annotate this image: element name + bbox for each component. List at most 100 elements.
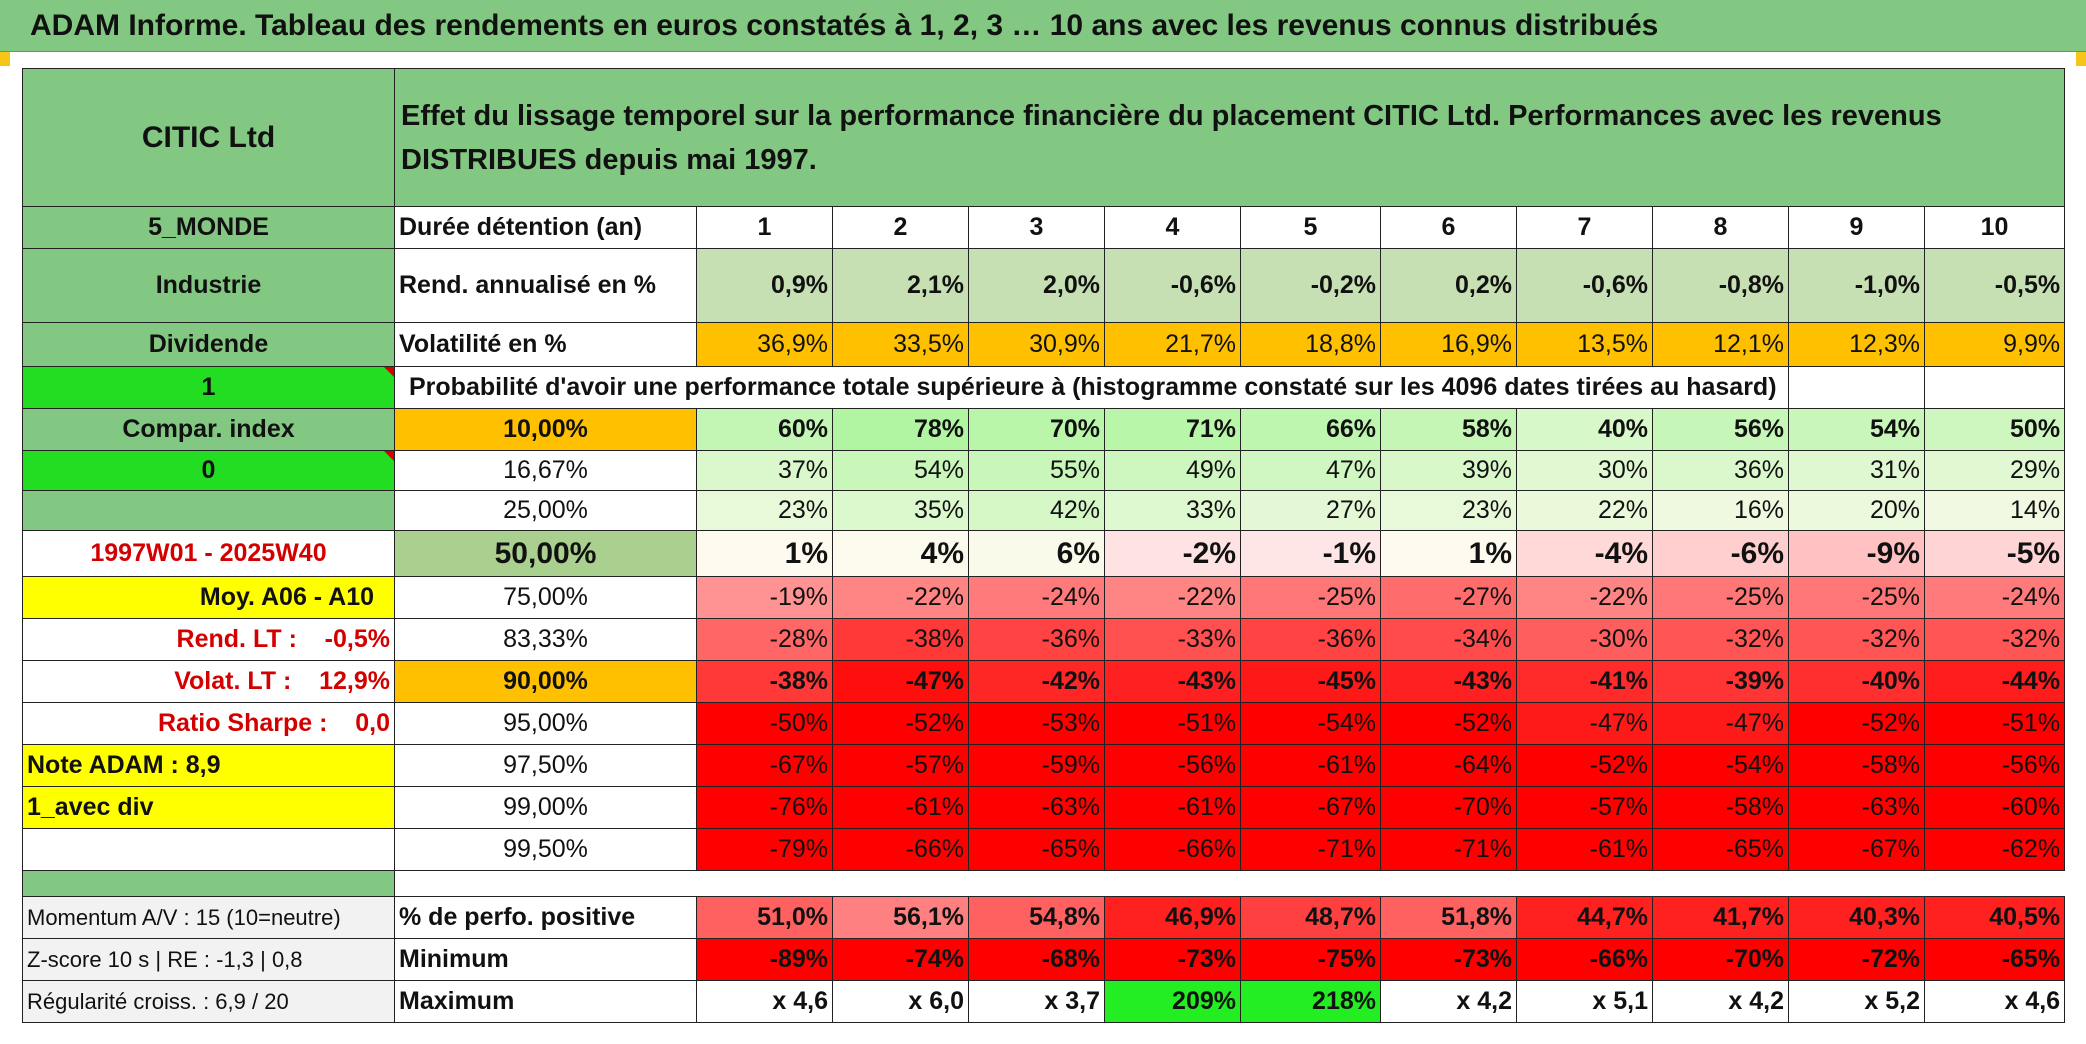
positive-value: 54,8% [968, 896, 1105, 939]
percentile-value: -52% [832, 702, 969, 745]
period-label: 1997W01 - 2025W40 [22, 530, 395, 577]
percentile-value: -57% [832, 744, 969, 787]
percentile-row: Volat. LT : 12,9% 90,00% -38% -47% -42% -43% -… [22, 660, 2066, 703]
percentile-value: 23% [1380, 490, 1517, 531]
spacer-cell [1789, 871, 1925, 897]
percentile-value: 37% [696, 450, 833, 491]
percentile-value: -67% [1788, 828, 1925, 871]
percentile-row: 1_avec div 99,00% -76% -61% -63% -61% -67% -70%… [22, 786, 2066, 829]
moy-label: Moy. A06 - A10 [22, 576, 395, 619]
percentile-value: -70% [1380, 786, 1517, 829]
spacer-cell [395, 871, 697, 897]
volat-lt-label: Volat. LT : 12,9% [22, 660, 395, 703]
percentile-value: -4% [1516, 530, 1653, 577]
maximum-value: x 4,2 [1652, 980, 1789, 1023]
percentile-value: -38% [832, 618, 969, 661]
empty-cell [1923, 366, 2066, 409]
stat-label: Z-score 10 s | RE : -1,3 | 0,8 [22, 938, 395, 981]
percentile-value: 50% [1923, 408, 2066, 451]
year-header: 4 [1104, 206, 1241, 249]
asset-name: CITIC Ltd [22, 68, 395, 207]
percentile-value: 71% [1104, 408, 1241, 451]
percentile-row: Moy. A06 - A10 75,00% -19% -22% -24% -22% -25%… [22, 576, 2066, 619]
spacer-cell [1517, 871, 1653, 897]
percentile-value: -43% [1380, 660, 1517, 703]
percentile-row: Ratio Sharpe : 0,0 95,00% -50% -52% -53% -51%… [22, 702, 2066, 745]
percentile-value: -60% [1923, 786, 2066, 829]
percentile-label: 95,00% [394, 702, 697, 745]
percentile-value: -24% [1923, 576, 2066, 619]
percentile-value: -36% [968, 618, 1105, 661]
percentile-row: Rend. LT : -0,5% 83,33% -28% -38% -36% -33% -3… [22, 618, 2066, 661]
maximum-value: x 3,7 [968, 980, 1105, 1023]
percentile-value: 31% [1788, 450, 1925, 491]
vol-value: 12,1% [1652, 322, 1789, 367]
percentile-value: -71% [1240, 828, 1381, 871]
vol-value: 9,9% [1923, 322, 2066, 367]
rend-value: -0,6% [1516, 248, 1653, 323]
spacer-cell [1653, 871, 1789, 897]
percentile-label: 97,50% [394, 744, 697, 787]
empty-cell [1788, 366, 1925, 409]
percentile-value: -53% [968, 702, 1105, 745]
flag-zero: 0 [22, 450, 395, 491]
percentile-value: -45% [1240, 660, 1381, 703]
percentile-row: 0 16,67% 37% 54% 55% 49% 47% 39% 30% 36% 31% 29% [22, 450, 2066, 491]
percentile-value: -61% [1516, 828, 1653, 871]
rend-value: -1,0% [1788, 248, 1925, 323]
percentile-value: -19% [696, 576, 833, 619]
minimum-value: -66% [1516, 938, 1653, 981]
report-banner: ADAM Informe. Tableau des rendements en … [0, 0, 2086, 52]
percentile-value: -33% [1104, 618, 1241, 661]
header-row: CITIC Ltd Effet du lissage temporel sur … [22, 68, 2066, 207]
percentile-value: -58% [1788, 744, 1925, 787]
percentile-value: -56% [1104, 744, 1241, 787]
maximum-value: x 4,2 [1380, 980, 1517, 1023]
percentile-label: 83,33% [394, 618, 697, 661]
minimum-value: -73% [1380, 938, 1517, 981]
percentile-value: -57% [1516, 786, 1653, 829]
rend-value: -0,8% [1652, 248, 1789, 323]
returns-table: CITIC Ltd Effet du lissage temporel sur … [22, 68, 2066, 1023]
percentile-value: 47% [1240, 450, 1381, 491]
rend-value: 0,9% [696, 248, 833, 323]
percentile-value: -65% [968, 828, 1105, 871]
proba-label: Probabilité d'avoir une performance tota… [394, 366, 1789, 409]
minimum-value: -73% [1104, 938, 1241, 981]
percentile-value: 54% [832, 450, 969, 491]
rend-label: Rend. annualisé en % [394, 248, 697, 323]
maximum-value: 209% [1104, 980, 1241, 1023]
vol-value: 33,5% [832, 322, 969, 367]
percentile-value: -47% [1652, 702, 1789, 745]
percentile-value: -28% [696, 618, 833, 661]
percentile-value: -36% [1240, 618, 1381, 661]
spacer-cell [969, 871, 1105, 897]
percentile-value: 16% [1652, 490, 1789, 531]
percentile-value: -58% [1652, 786, 1789, 829]
year-header: 5 [1240, 206, 1381, 249]
percentile-value: 56% [1652, 408, 1789, 451]
spacer-cell [1381, 871, 1517, 897]
duree-label: Durée détention (an) [394, 206, 697, 249]
rend-value: 0,2% [1380, 248, 1517, 323]
percentile-value: 27% [1240, 490, 1381, 531]
percentile-value: -25% [1652, 576, 1789, 619]
positive-value: 51,0% [696, 896, 833, 939]
percentile-value: -56% [1923, 744, 2066, 787]
year-header: 7 [1516, 206, 1653, 249]
percentile-value: 58% [1380, 408, 1517, 451]
row-label: Minimum [394, 938, 697, 981]
percentile-value: -51% [1923, 702, 2066, 745]
rend-value: -0,5% [1923, 248, 2066, 323]
minimum-value: -74% [832, 938, 969, 981]
percentile-value: -67% [1240, 786, 1381, 829]
sharpe-label: Ratio Sharpe : 0,0 [22, 702, 395, 745]
spacer-cell [697, 871, 833, 897]
vol-value: 18,8% [1240, 322, 1381, 367]
percentile-value: 36% [1652, 450, 1789, 491]
percentile-value: 29% [1923, 450, 2066, 491]
table-description: Effet du lissage temporel sur la perform… [393, 68, 2066, 207]
vol-value: 36,9% [696, 322, 833, 367]
year-header: 8 [1652, 206, 1789, 249]
vol-value: 16,9% [1380, 322, 1517, 367]
